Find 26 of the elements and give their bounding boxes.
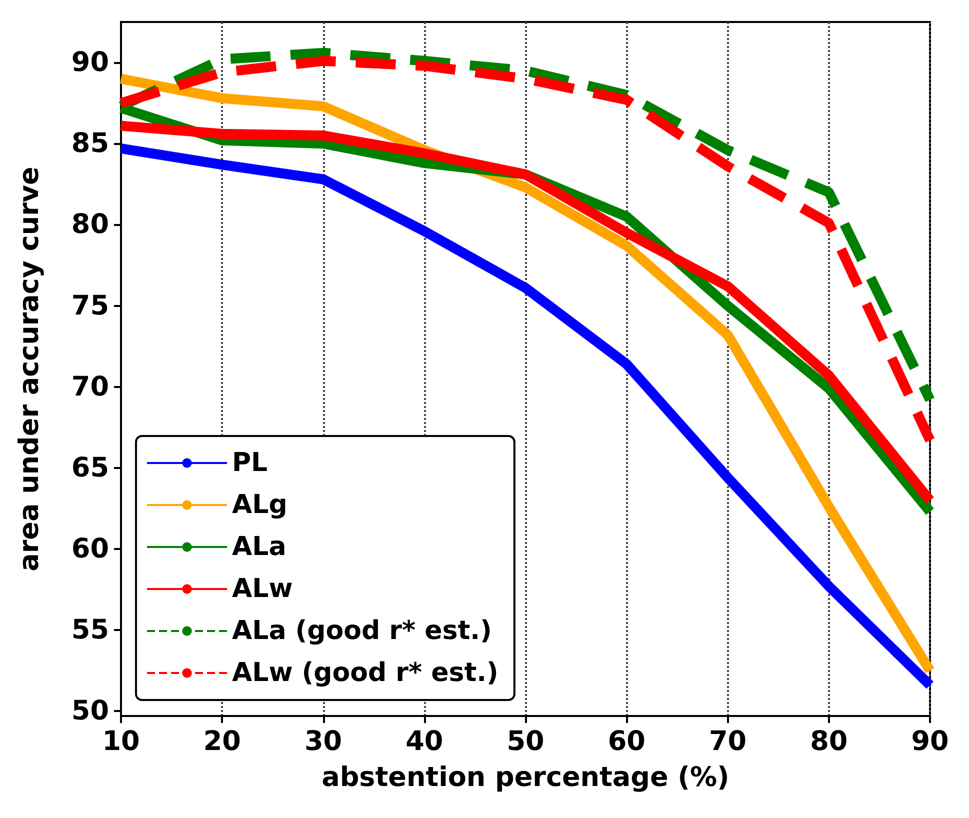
legend-label: ALw (good r* est.): [232, 658, 498, 688]
y-tick-label: 60: [71, 533, 109, 564]
y-axis-title: area under accuracy curve: [14, 166, 45, 572]
legend-label: ALw: [232, 574, 293, 604]
legend-label: ALa (good r* est.): [232, 616, 492, 646]
x-tick-label: 40: [406, 726, 444, 757]
y-tick-label: 50: [71, 696, 109, 727]
x-tick-label: 80: [810, 726, 848, 757]
y-tick-label: 85: [71, 128, 109, 160]
y-tick-label: 75: [71, 290, 109, 322]
x-tick-label: 20: [203, 726, 241, 757]
legend-label: ALa: [232, 532, 286, 562]
x-tick-label: 60: [608, 726, 646, 757]
x-tick-label: 30: [304, 726, 342, 757]
x-tick-label: 70: [708, 726, 747, 757]
y-tick-label: 70: [71, 371, 109, 402]
legend-label: ALg: [232, 490, 288, 520]
y-tick-label: 65: [71, 452, 109, 484]
x-tick-label: 10: [102, 726, 140, 757]
legend-label: PL: [232, 448, 268, 478]
x-tick-label: 50: [506, 726, 544, 757]
x-axis-title: abstention percentage (%): [322, 762, 730, 793]
y-tick-label: 80: [71, 209, 109, 240]
x-tick-label: 90: [911, 726, 949, 757]
y-tick-label: 55: [71, 614, 109, 646]
y-tick-label: 90: [71, 47, 109, 78]
